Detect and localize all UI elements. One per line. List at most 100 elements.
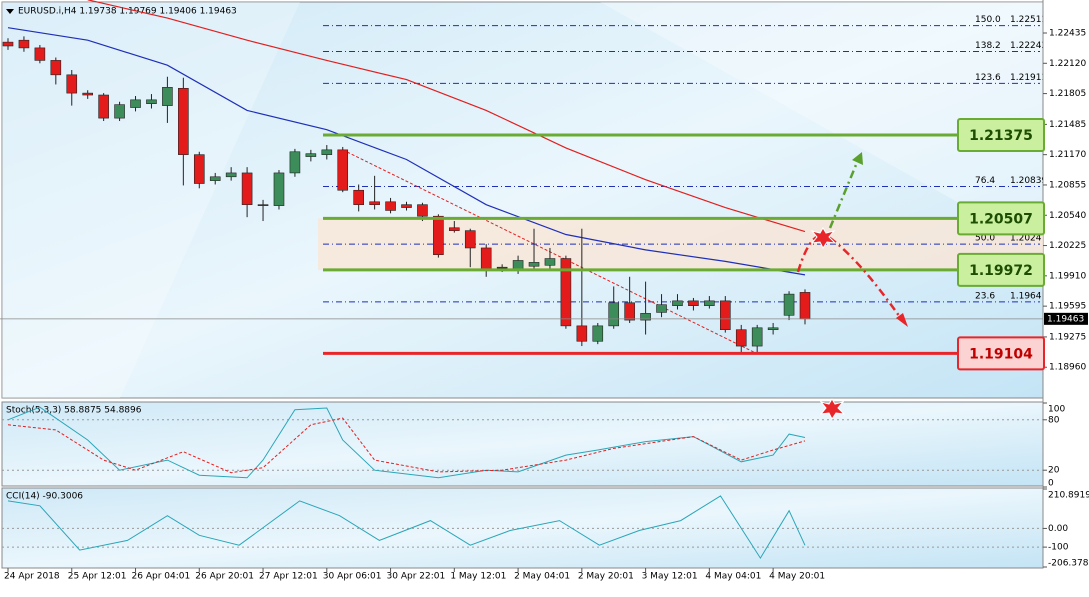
candle-body: [34, 47, 46, 61]
candle-body: [66, 74, 78, 94]
fib-ratio: 150.0: [975, 15, 1001, 25]
menu-arrow: [6, 9, 14, 14]
level-box: 1.19972: [957, 252, 1045, 287]
y-tick-label: 1.19595: [1049, 302, 1086, 312]
candle-body: [114, 104, 125, 119]
fib-ratio: 76.4: [975, 176, 995, 186]
candle-body: [496, 266, 508, 269]
price-plot: 150.0 1.22511 138.2 1.22243 123.6 1.21911 76.4…: [0, 0, 1047, 355]
candle-body: [193, 154, 205, 184]
stoch-panel: [1, 401, 1044, 487]
candle-body: [130, 99, 141, 108]
candle-body: [337, 149, 349, 191]
candle-body: [719, 300, 731, 331]
line-series: [7, 406, 806, 479]
candle-body: [799, 292, 811, 320]
x-tick-label: 24 Apr 2018: [4, 572, 60, 582]
candle-body: [783, 293, 795, 316]
y-tick-label: 1.21170: [1049, 150, 1086, 160]
line-series: [7, 417, 806, 474]
y-tick-label: 80: [1048, 415, 1060, 425]
candle-body: [273, 172, 285, 206]
fib-ratio: 123.6: [975, 73, 1001, 83]
candle-body: [162, 87, 173, 106]
candle-body: [385, 201, 396, 211]
y-tick-label: 1.21805: [1049, 89, 1086, 99]
y-tick-label: -100: [1048, 543, 1069, 553]
candle-body: [209, 176, 221, 181]
candle-body: [241, 172, 253, 205]
bull-projection: [828, 159, 860, 229]
cci-plot: [2, 495, 1043, 560]
level-box: 1.21375: [957, 117, 1045, 152]
x-tick-label: 4 May 20:01: [769, 572, 825, 582]
candle-body: [433, 215, 444, 255]
candle-body: [608, 302, 620, 327]
candle-body: [289, 151, 301, 174]
facet: [600, 2, 1043, 250]
x-tick-label: 3 May 12:01: [642, 572, 698, 582]
price-panel: [1, 1, 1044, 399]
arrow-head: [852, 152, 863, 165]
y-tick-label: 20: [1048, 466, 1060, 476]
level-box: 1.19104: [957, 336, 1045, 371]
candle-body: [449, 227, 460, 231]
fib-value: 1.20839: [1010, 176, 1047, 186]
x-tick-label: 2 May 04:01: [514, 572, 570, 582]
level-label: 1.21375: [969, 128, 1033, 144]
candle-body: [18, 39, 30, 49]
level-label: 1.19972: [969, 263, 1033, 279]
y-tick-label: 1.21485: [1049, 120, 1086, 130]
stoch-plot: [2, 406, 1043, 479]
fib-value: 1.22511: [1010, 15, 1047, 25]
candle-body: [305, 153, 317, 157]
x-tick-label: 30 Apr 06:01: [323, 572, 382, 582]
x-tick-label: 26 Apr 04:01: [132, 572, 191, 582]
x-tick-label: 30 Apr 22:01: [387, 572, 446, 582]
candle-body: [401, 204, 412, 208]
candle-body: [560, 258, 572, 327]
projections: [796, 152, 908, 420]
level-box-bg: [957, 336, 1045, 371]
x-tick-label: 25 Apr 12:01: [68, 572, 127, 582]
candle-body: [321, 149, 333, 155]
y-tick-label: 1.20225: [1049, 241, 1086, 251]
fib-value: 1.22243: [1010, 41, 1047, 51]
fib-ratio: 23.6: [975, 291, 995, 301]
y-tick-label: 100: [1048, 405, 1065, 415]
level-box-bg: [957, 201, 1045, 236]
candle-body: [592, 325, 604, 342]
candle-body: [576, 325, 588, 342]
candle-body: [178, 87, 189, 155]
candle-body: [50, 60, 62, 76]
y-tick-label: 1.20855: [1049, 180, 1086, 190]
level-label: 1.19104: [969, 346, 1033, 362]
line-series: [7, 27, 806, 276]
x-tick-label: 26 Apr 20:01: [195, 572, 254, 582]
y-tick-label: 1.22435: [1049, 28, 1086, 38]
level-label: 1.20507: [969, 211, 1033, 227]
level-box: 1.20507: [957, 201, 1045, 236]
candle-body: [146, 99, 157, 104]
y-tick-label: 1.19275: [1049, 332, 1086, 342]
candle-body: [656, 304, 667, 313]
line-series: [87, 0, 806, 233]
candle-body: [257, 204, 269, 206]
candle-body: [2, 41, 14, 47]
candle-body: [624, 302, 635, 321]
fib-value: 1.21911: [1010, 73, 1047, 83]
x-tick-label: 1 May 12:01: [450, 572, 506, 582]
x-tick-label: 2 May 20:01: [578, 572, 634, 582]
stoch-title: Stoch(5,3,3) 58.8875 54.8896: [6, 406, 142, 416]
y-tick-label: 210.8919: [1048, 491, 1089, 501]
fib-value: 1.1964: [1010, 291, 1042, 301]
candle-body: [353, 189, 364, 205]
candle-body: [98, 94, 109, 119]
fib-value: 1.2024: [1010, 234, 1042, 244]
facet: [2, 2, 300, 398]
fib-ratio: 50.0: [975, 234, 995, 244]
burst: [810, 227, 837, 249]
level-box-bg: [957, 117, 1045, 152]
line-series: [7, 495, 806, 560]
